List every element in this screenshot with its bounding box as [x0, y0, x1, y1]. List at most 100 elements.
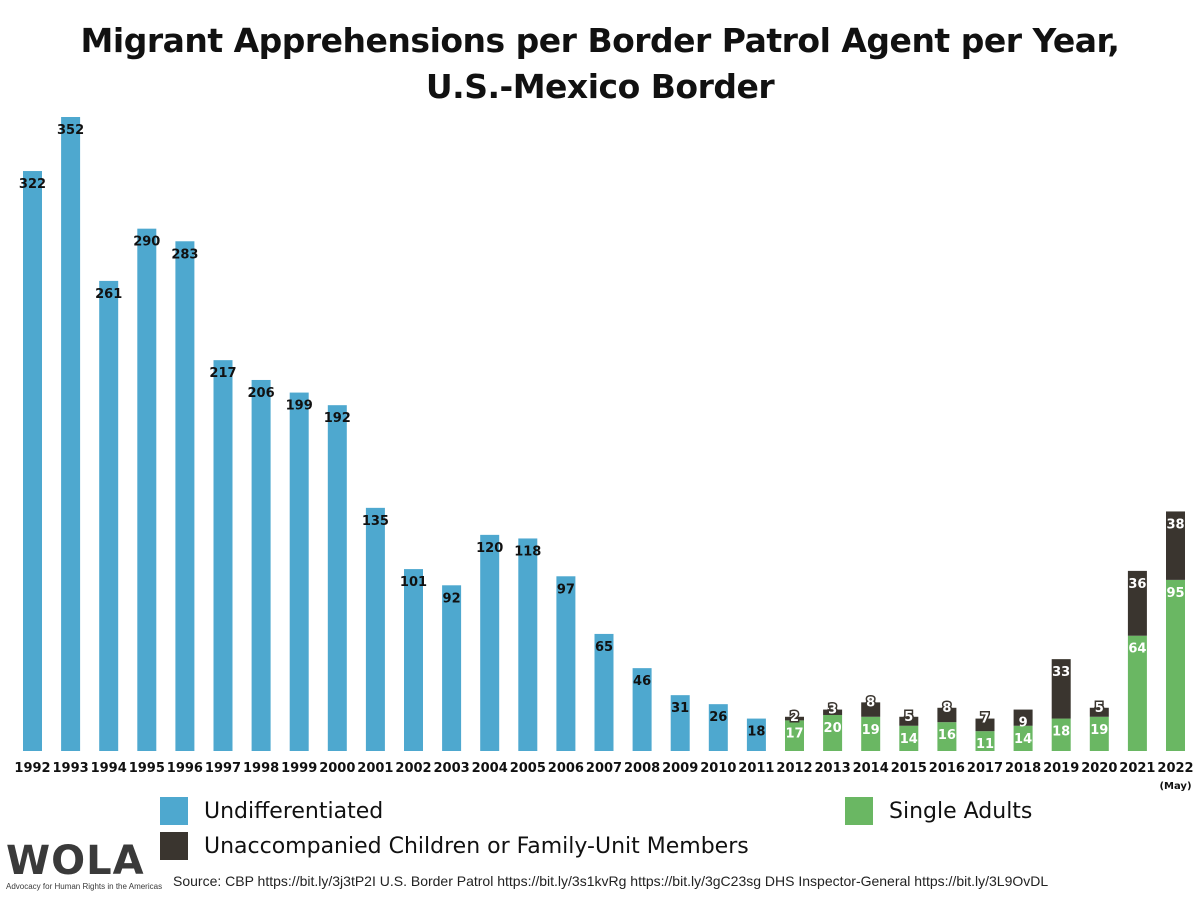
x-tick-label-2010: 2010: [700, 761, 736, 776]
data-label-undifferentiated-2000: 192: [324, 411, 351, 426]
bar-families-2013: [823, 709, 843, 715]
x-tick-label-2018: 2018: [1005, 761, 1041, 776]
x-tick-label-1994: 1994: [91, 761, 127, 776]
chart-title-line2: U.S.-Mexico Border: [425, 67, 775, 106]
x-tick-label-1992: 1992: [14, 761, 50, 776]
data-label-undifferentiated-2011: 18: [747, 725, 765, 740]
bar-undifferentiated-2011: [746, 718, 766, 751]
x-tick-label-2008: 2008: [624, 761, 660, 776]
x-tick-label-2001: 2001: [357, 761, 393, 776]
bar-undifferentiated-2008: [632, 668, 652, 751]
legend-swatch-single-adults: [845, 797, 873, 825]
data-label-single-adults-2012: 17: [785, 726, 803, 741]
bar-families-2016: [937, 707, 957, 723]
data-label-undifferentiated-1999: 199: [286, 399, 313, 414]
bar-undifferentiated-2010: [708, 704, 728, 751]
data-label-undifferentiated-2008: 46: [633, 674, 651, 689]
data-label-single-adults-2018: 14: [1014, 732, 1032, 747]
source-note: Source: CBP https://bit.ly/3j3tP2I U.S. …: [173, 873, 1049, 889]
x-tick-label-1996: 1996: [167, 761, 203, 776]
bar-undifferentiated-2002: [404, 569, 423, 751]
bar-undifferentiated-2003: [442, 585, 462, 751]
legend-families: Unaccompanied Children or Family-Unit Me…: [160, 832, 749, 860]
x-tick-label-2002: 2002: [395, 761, 431, 776]
data-label-undifferentiated-2009: 31: [671, 701, 689, 716]
bar-families-2015: [899, 716, 919, 726]
bar-families-2019: [1051, 659, 1071, 719]
x-tick-label-2004: 2004: [472, 761, 508, 776]
bar-families-2014: [861, 702, 881, 717]
x-tick-label-2006: 2006: [548, 761, 584, 776]
x-tick-label-1993: 1993: [53, 761, 89, 776]
legend-single-adults: Single Adults: [845, 797, 1032, 825]
bar-families-2017: [975, 718, 995, 732]
data-label-undifferentiated-2001: 135: [362, 514, 389, 529]
data-label-families-2017: 7: [980, 712, 989, 727]
data-label-undifferentiated-1992: 322: [19, 177, 46, 192]
x-tick-label-2014: 2014: [853, 761, 889, 776]
data-label-single-adults-2020: 19: [1090, 723, 1108, 738]
logo-tagline: Advocacy for Human Rights in the America…: [6, 882, 163, 891]
bar-families-2020: [1089, 707, 1109, 717]
x-tick-label-2020: 2020: [1081, 761, 1117, 776]
bar-undifferentiated-2009: [670, 695, 690, 751]
x-tick-label-2012: 2012: [776, 761, 812, 776]
data-label-single-adults-2021: 64: [1128, 642, 1146, 657]
wola-logo: WOLA Advocacy for Human Rights in the Am…: [6, 840, 163, 891]
bar-undifferentiated-2005: [518, 538, 538, 751]
x-tick-label-2000: 2000: [319, 761, 355, 776]
chart-title: Migrant Apprehensions per Border Patrol …: [0, 18, 1200, 110]
bar-single-adults-2015: [899, 725, 919, 751]
bar-undifferentiated-1997: [213, 360, 233, 751]
data-label-undifferentiated-2002: 101: [400, 575, 427, 590]
bar-single-adults-2016: [937, 722, 957, 751]
bar-single-adults-2013: [823, 714, 843, 751]
x-tick-label-1998: 1998: [243, 761, 279, 776]
data-label-single-adults-2017: 11: [976, 737, 994, 752]
x-tick-label-2013: 2013: [815, 761, 851, 776]
data-label-undifferentiated-1996: 283: [171, 247, 198, 262]
data-label-families-2016: 8: [942, 701, 951, 716]
bar-single-adults-2021: [1127, 635, 1147, 751]
bar-single-adults-2020: [1089, 716, 1109, 751]
legend-swatch-families: [160, 832, 188, 860]
legend-undifferentiated: Undifferentiated: [160, 797, 383, 825]
x-tick-label-1999: 1999: [281, 761, 317, 776]
bar-undifferentiated-2004: [480, 534, 500, 751]
data-label-single-adults-2015: 14: [900, 732, 918, 747]
data-label-single-adults-2022: 95: [1166, 586, 1184, 601]
data-label-undifferentiated-2003: 92: [443, 591, 461, 606]
bar-families-2021: [1127, 570, 1147, 636]
data-label-single-adults-2019: 18: [1052, 725, 1070, 740]
data-label-families-2022: 38: [1166, 517, 1184, 532]
x-tick-label-1995: 1995: [129, 761, 165, 776]
data-label-undifferentiated-1994: 261: [95, 287, 122, 302]
legend-label-undifferentiated: Undifferentiated: [204, 798, 384, 824]
bar-single-adults-2014: [861, 716, 881, 751]
data-label-undifferentiated-1995: 290: [133, 235, 160, 250]
x-tick-label-2022: 2022: [1157, 761, 1193, 776]
x-tick-label-2009: 2009: [662, 761, 698, 776]
bar-undifferentiated-2007: [594, 633, 614, 751]
data-label-families-2015: 5: [904, 710, 913, 725]
bar-chart: 3221992352199326119942901995283199621719…: [14, 117, 1194, 792]
data-label-undifferentiated-2004: 120: [476, 541, 503, 556]
data-label-single-adults-2014: 19: [862, 723, 880, 738]
bar-undifferentiated-2000: [327, 405, 347, 751]
x-tick-label-2019: 2019: [1043, 761, 1079, 776]
data-label-families-2013: 3: [828, 703, 837, 718]
bar-undifferentiated-1996: [175, 241, 195, 751]
legend-label-families: Unaccompanied Children or Family-Unit Me…: [204, 833, 749, 859]
bar-undifferentiated-1992: [23, 171, 42, 752]
data-label-undifferentiated-1997: 217: [209, 366, 236, 381]
data-label-undifferentiated-2007: 65: [595, 640, 613, 655]
data-label-undifferentiated-2005: 118: [514, 544, 541, 559]
bar-undifferentiated-2006: [556, 576, 576, 751]
bar-families-2018: [1013, 709, 1033, 726]
data-label-single-adults-2016: 16: [938, 728, 956, 743]
data-label-families-2014: 8: [866, 695, 875, 710]
x-tick-label-2011: 2011: [738, 761, 774, 776]
bar-single-adults-2012: [785, 720, 804, 751]
x-tick-label-2021: 2021: [1119, 761, 1155, 776]
bar-single-adults-2018: [1013, 725, 1033, 751]
